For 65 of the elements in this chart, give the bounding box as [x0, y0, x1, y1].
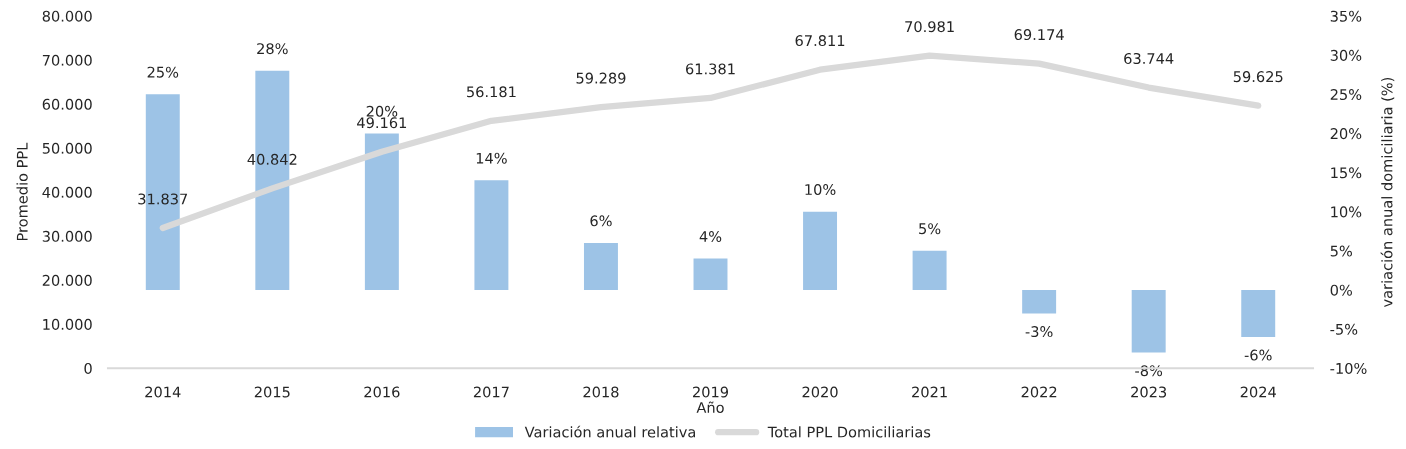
- x-tick-label: 2022: [1021, 386, 1057, 398]
- data-label: 61.381: [686, 63, 735, 75]
- y2-tick-label: 35%: [1330, 10, 1362, 22]
- data-label: 31.837: [138, 193, 188, 205]
- data-label: 63.744: [1124, 52, 1174, 65]
- y2-tick-label: 0%: [1330, 284, 1352, 296]
- y-axis-title: Promedio PPL: [16, 142, 28, 241]
- data-label: 6%: [590, 215, 612, 227]
- bar: [1241, 289, 1276, 337]
- y-tick-label: 20.000: [42, 274, 92, 286]
- x-tick-label: 2016: [364, 386, 400, 398]
- bar: [912, 250, 947, 290]
- data-label: 5%: [919, 223, 941, 235]
- bar: [693, 258, 728, 290]
- data-label: 59.289: [576, 72, 626, 84]
- data-label: 59.625: [1233, 71, 1283, 83]
- bar: [583, 242, 618, 290]
- data-label: 4%: [699, 230, 722, 243]
- data-label: 69.174: [1014, 29, 1064, 41]
- data-label: 28%: [257, 43, 288, 55]
- data-label: 56.181: [467, 86, 516, 98]
- x-tick-label: 2023: [1131, 386, 1167, 398]
- y2-tick-label: -10%: [1330, 362, 1367, 374]
- y-tick-label: 60.000: [42, 98, 92, 110]
- data-label: -6%: [1244, 349, 1272, 361]
- y2-tick-label: 25%: [1330, 88, 1362, 101]
- bar: [364, 133, 399, 290]
- data-label: 67.811: [795, 35, 845, 47]
- x-axis-title: Año: [696, 401, 724, 414]
- x-tick-label: 2017: [473, 386, 509, 398]
- y2-tick-label: 30%: [1330, 49, 1362, 61]
- x-tick-label: 2018: [583, 386, 619, 398]
- y-tick-label: 30.000: [42, 230, 92, 242]
- x-tick-label: 2014: [145, 386, 181, 398]
- data-label: 70.981: [905, 21, 954, 33]
- y-tick-label: 70.000: [42, 54, 92, 66]
- bar: [1022, 289, 1057, 314]
- y-tick-label: 10.000: [43, 318, 92, 330]
- y2-tick-label: -5%: [1330, 323, 1358, 335]
- y-tick-label: 80.000: [42, 10, 92, 22]
- x-tick-label: 2024: [1240, 386, 1276, 398]
- data-label: 40.842: [247, 153, 297, 165]
- bar: [803, 211, 838, 290]
- x-tick-label: 2021: [912, 386, 947, 398]
- data-label: 20%: [366, 105, 398, 117]
- x-tick-label: 2015: [254, 386, 290, 398]
- y2-tick-label: 10%: [1331, 206, 1362, 218]
- data-label: 10%: [805, 184, 836, 196]
- data-label: -3%: [1025, 326, 1053, 338]
- x-tick-label: 2019: [693, 386, 729, 398]
- data-label: 14%: [476, 152, 507, 164]
- y2-tick-label: 5%: [1330, 245, 1352, 257]
- x-tick-label: 2020: [802, 386, 838, 398]
- y-tick-label: 40.000: [42, 186, 92, 198]
- data-label: 25%: [147, 66, 179, 78]
- y-tick-label: 0: [84, 362, 92, 374]
- bar: [474, 180, 509, 290]
- legend-label: Variación anual relativa: [524, 425, 695, 438]
- data-label: 49.161: [357, 117, 407, 129]
- legend-label: Total PPL Domiciliarias: [767, 426, 931, 438]
- y2-axis-title: variación anual domiciliaria (%): [1380, 77, 1395, 308]
- y-tick-label: 50.000: [42, 142, 92, 154]
- y2-tick-label: 20%: [1330, 128, 1362, 140]
- bar: [1131, 289, 1166, 353]
- y2-tick-label: 15%: [1331, 167, 1362, 179]
